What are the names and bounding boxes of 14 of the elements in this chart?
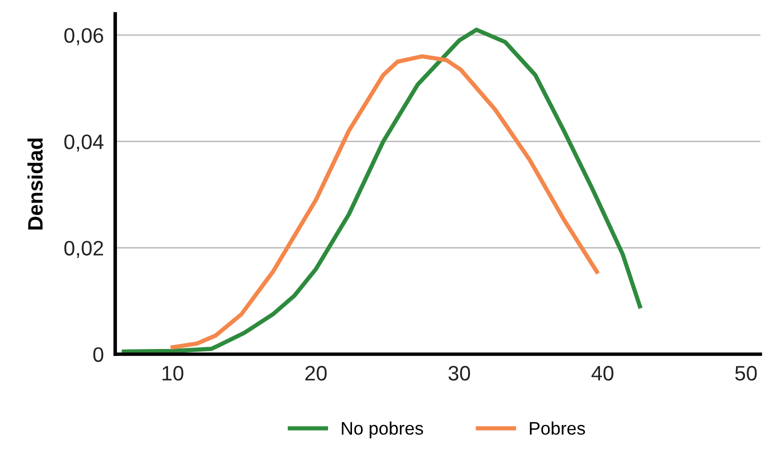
x-tick-label: 40 xyxy=(592,366,614,381)
y-tick-label: 0,06 xyxy=(64,28,104,46)
y-tick-label: 0,04 xyxy=(64,134,104,152)
y-axis-title: Densidad xyxy=(27,138,43,230)
y-tick-label: 0 xyxy=(93,347,104,362)
x-tick-label: 10 xyxy=(162,366,184,381)
line-series xyxy=(170,54,599,350)
legend-label: Pobres xyxy=(530,422,585,435)
y-tick-label: 0,02 xyxy=(64,240,104,258)
x-tick-label: 50 xyxy=(735,366,757,381)
x-tick-label: 30 xyxy=(448,366,470,381)
line-series xyxy=(122,28,642,354)
legend-label: No pobres xyxy=(342,422,424,438)
x-tick-label: 20 xyxy=(305,366,327,381)
